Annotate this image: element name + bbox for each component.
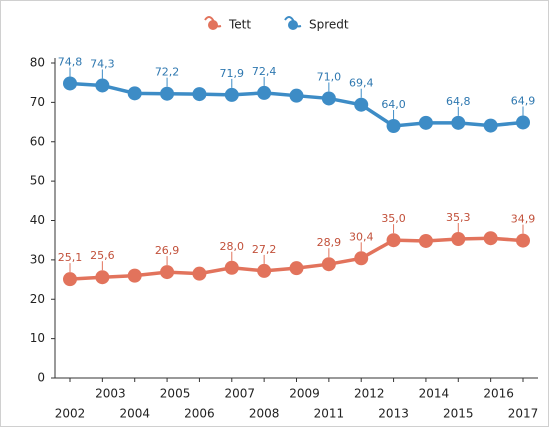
y-tick-label: 50 [30,174,45,188]
point [257,85,272,100]
x-tick-label: 2016 [483,387,514,401]
legend-marker [288,20,298,30]
value-label: 74,3 [90,57,115,70]
point [386,233,401,248]
x-tick-label: 2015 [443,407,474,421]
point [418,233,433,248]
value-label: 26,9 [155,244,180,257]
x-tick-label: 2009 [289,387,320,401]
x-tick-label: 2014 [419,387,450,401]
value-label: 28,0 [220,240,245,253]
x-tick-label: 2003 [95,387,126,401]
y-tick-label: 70 [30,95,45,109]
value-label: 64,8 [446,95,471,108]
x-tick-label: 2011 [314,407,345,421]
point [418,115,433,130]
point [160,265,175,280]
value-label: 64,0 [381,98,406,111]
x-tick-label: 2017 [508,407,539,421]
value-label: 28,9 [317,236,342,249]
point [63,272,77,287]
point [483,231,498,246]
point [160,86,175,101]
point [192,87,207,102]
value-label: 69,4 [349,77,374,90]
point [354,97,369,112]
value-label: 35,0 [381,212,406,225]
point [257,263,272,278]
point [321,257,336,272]
value-label: 64,9 [511,94,536,107]
legend-label[interactable]: Tett [228,18,251,32]
point [386,119,401,133]
value-label: 27,2 [252,243,277,256]
x-tick-label: 2008 [249,407,280,421]
legend-label[interactable]: Spredt [309,18,349,32]
y-tick-label: 20 [30,292,45,306]
point [451,232,466,247]
point [289,261,304,276]
legend-marker [208,20,218,30]
point [483,118,498,133]
y-tick-label: 60 [30,134,45,148]
value-label: 25,1 [58,251,83,264]
value-label: 72,4 [252,65,277,78]
value-label: 74,8 [58,55,83,68]
value-label: 34,9 [511,213,536,226]
x-tick-label: 2005 [160,387,191,401]
x-tick-label: 2013 [378,407,409,421]
point [63,76,77,91]
value-label: 25,6 [90,249,115,262]
x-tick-label: 2007 [225,387,256,401]
point [192,266,207,281]
point [127,268,142,283]
value-label: 30,4 [349,230,374,243]
y-tick-label: 10 [30,331,45,345]
value-label: 71,9 [220,67,245,80]
point [95,78,110,93]
point [127,86,142,101]
value-label: 72,2 [155,66,180,79]
point [289,88,304,103]
value-label: 35,3 [446,211,471,224]
y-tick-label: 80 [30,56,45,70]
point [516,233,530,248]
x-tick-label: 2004 [119,407,150,421]
x-tick-label: 2012 [354,387,385,401]
y-tick-label: 30 [30,252,45,266]
y-tick-label: 40 [30,213,45,227]
point [95,270,110,285]
point [354,251,369,266]
point [321,91,336,106]
point [451,115,466,130]
value-label: 71,0 [317,70,342,83]
x-tick-label: 2002 [55,407,86,421]
x-tick-label: 2006 [184,407,215,421]
point [224,260,239,275]
y-tick-label: 0 [37,371,45,385]
point [516,115,530,130]
point [224,87,239,102]
